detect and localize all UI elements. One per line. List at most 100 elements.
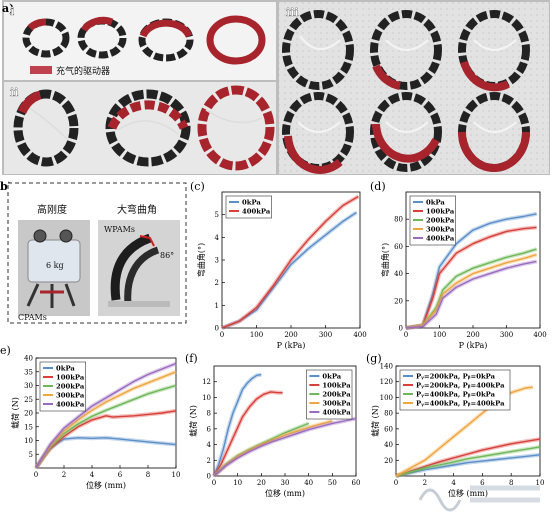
y-tick-label: 140 bbox=[380, 363, 393, 371]
x-tick-label: 200 bbox=[284, 331, 297, 339]
series-line-Pᵧ=200kPa, Pᵦ=0kPa bbox=[395, 454, 541, 477]
y-tick-label: 80 bbox=[394, 216, 403, 224]
y-tick-label: 20 bbox=[24, 410, 33, 418]
y-tick-label: 4 bbox=[207, 441, 212, 449]
series-line-0kPa bbox=[405, 213, 537, 329]
x-tick-label: 4 bbox=[90, 471, 95, 479]
series-line-Pᵧ=200kPa, Pᵦ=400kPa bbox=[395, 438, 541, 477]
legend-label: 200kPa bbox=[56, 383, 85, 391]
series-line-400kPa bbox=[405, 260, 537, 329]
y-tick-label: 80 bbox=[384, 410, 393, 418]
angle-label: 86° bbox=[160, 251, 174, 260]
actuator-ring bbox=[13, 89, 79, 167]
series-line-100kPa bbox=[213, 391, 283, 477]
y-axis-label: 载荷 (N) bbox=[10, 397, 20, 429]
x-tick-label: 0 bbox=[212, 479, 216, 487]
series-line-Pᵧ=400kPa, Pᵦ=0kPa bbox=[395, 446, 541, 477]
legend-label: 400kPa bbox=[242, 208, 271, 216]
panel-f-label: (f) bbox=[185, 352, 198, 365]
legend-box bbox=[399, 369, 511, 411]
panel-a-sub-ii-label: ii bbox=[10, 86, 18, 99]
y-tick-label: 8 bbox=[207, 410, 211, 418]
x-tick-label: 100 bbox=[250, 331, 263, 339]
y-tick-label: 10 bbox=[24, 437, 33, 445]
legend-text-inflated: 充气的驱动器 bbox=[56, 65, 110, 77]
x-tick-label: 0 bbox=[220, 331, 224, 339]
x-tick-label: 8 bbox=[509, 479, 513, 487]
series-line-300kPa bbox=[405, 253, 537, 329]
actuator-ring bbox=[458, 92, 530, 172]
legend-label: Pᵧ=400kPa, Pᵦ=400kPa bbox=[416, 400, 505, 408]
legend-swatch-inflated bbox=[30, 66, 52, 74]
y-tick-label: 10 bbox=[202, 394, 211, 402]
x-tick-label: 50 bbox=[328, 479, 337, 487]
y-tick-label: 2 bbox=[215, 279, 219, 287]
actuator-ring bbox=[197, 85, 275, 171]
stiffness-test-photo bbox=[18, 220, 90, 316]
legend-label: 0kPa bbox=[242, 199, 261, 207]
y-tick-label: 1 bbox=[215, 302, 219, 310]
legend-label: 400kPa bbox=[322, 409, 351, 417]
x-tick-label: 0 bbox=[394, 479, 398, 487]
y-tick-label: 60 bbox=[394, 243, 403, 251]
x-axis-label: P (kPa) bbox=[277, 341, 306, 350]
y-tick-label: 6 bbox=[207, 425, 212, 433]
legend-label: 0kPa bbox=[56, 365, 75, 373]
y-tick-label: 60 bbox=[384, 425, 393, 433]
y-tick-label: 0 bbox=[399, 325, 403, 333]
legend-label: 300kPa bbox=[322, 400, 351, 408]
x-tick-label: 4 bbox=[451, 479, 456, 487]
legend-label: Pᵧ=200kPa, Pᵦ=0kPa bbox=[416, 373, 496, 381]
panel-c-label: (c) bbox=[190, 180, 205, 193]
cpam-label: CPAMs bbox=[18, 313, 47, 322]
legend-label: 200kPa bbox=[322, 391, 351, 399]
panel-a-label: a) bbox=[2, 2, 14, 15]
series-line-300kPa bbox=[213, 420, 333, 477]
x-tick-label: 40 bbox=[304, 479, 313, 487]
x-tick-label: 2 bbox=[62, 471, 66, 479]
y-tick-label: 5 bbox=[215, 211, 219, 219]
legend-label: 0kPa bbox=[426, 199, 445, 207]
y-axis-label: 载荷 (N) bbox=[188, 405, 198, 437]
x-tick-label: 10 bbox=[536, 479, 545, 487]
legend-label: 400kPa bbox=[426, 235, 455, 243]
y-axis-label: 弯曲角(°) bbox=[196, 243, 206, 277]
x-tick-label: 400 bbox=[533, 331, 546, 339]
panel-a: a) i ii iii 充气的驱动器 bbox=[2, 0, 550, 175]
bending-test-photo bbox=[98, 220, 180, 316]
series-line-300kPa bbox=[35, 371, 177, 469]
x-tick-label: 30 bbox=[281, 479, 290, 487]
y-tick-label: 35 bbox=[24, 368, 33, 376]
x-tick-label: 100 bbox=[433, 331, 446, 339]
x-tick-label: 400 bbox=[353, 331, 366, 339]
x-tick-label: 20 bbox=[257, 479, 266, 487]
x-tick-label: 2 bbox=[423, 479, 427, 487]
weight-label: 6 kg bbox=[46, 261, 64, 270]
x-tick-label: 60 bbox=[352, 479, 361, 487]
legend-label: Pᵧ=200kPa, Pᵦ=400kPa bbox=[416, 382, 505, 390]
y-tick-label: 20 bbox=[384, 457, 393, 465]
legend-label: 0kPa bbox=[322, 373, 341, 381]
y-tick-label: 20 bbox=[394, 297, 403, 305]
legend-label: 100kPa bbox=[426, 208, 455, 216]
panel-e-label: e) bbox=[0, 344, 11, 357]
series-line-100kPa bbox=[35, 410, 177, 469]
x-tick-label: 300 bbox=[500, 331, 513, 339]
chart-c: 0 100 200 300 400 0 1 2 3 4 5 P (kPa) 弯曲角(°) 0kPa400k… bbox=[196, 191, 367, 350]
actuator-ring bbox=[370, 92, 442, 172]
panel-b-left-title: 高刚度 bbox=[37, 203, 67, 216]
x-tick-label: 10 bbox=[172, 471, 181, 479]
y-tick-label: 2 bbox=[207, 457, 211, 465]
legend-label: Pᵧ=400kPa, Pᵦ=0kPa bbox=[416, 391, 496, 399]
actuator-ring bbox=[282, 92, 354, 174]
panel-a-sub-i-label: i bbox=[10, 5, 14, 18]
panel-b: b) 高刚度 大弯曲角 6 kg CPAMs WPAMs 86° bbox=[0, 180, 187, 324]
panel-a-sub-iii-label: iii bbox=[286, 6, 299, 19]
chart-f: 0 10 20 30 40 50 60 0 2 4 6 8 10 12 位移 (mm) 载荷 (N) 0kPa1… bbox=[188, 365, 361, 498]
y-axis-label: 弯曲角(°) bbox=[380, 243, 390, 277]
actuator-ring bbox=[77, 16, 127, 59]
actuator-ring bbox=[138, 18, 194, 62]
